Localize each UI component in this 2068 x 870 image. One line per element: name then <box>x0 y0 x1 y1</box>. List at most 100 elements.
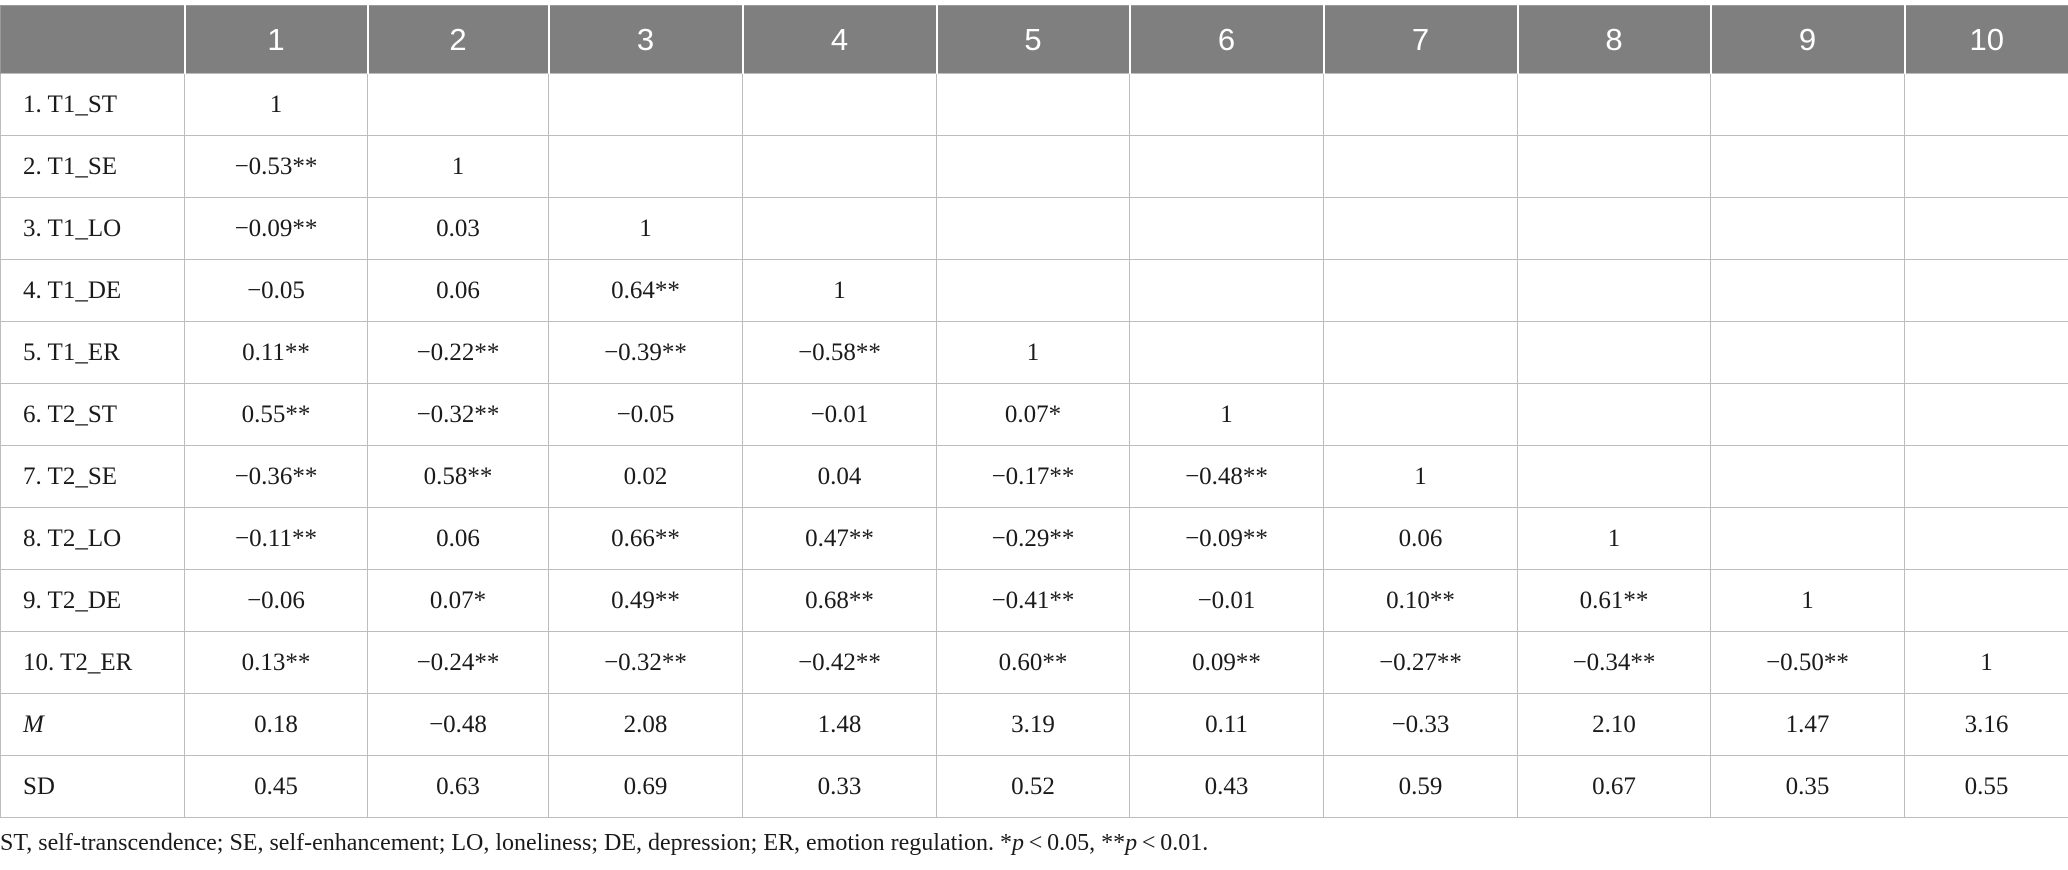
row-label: 1. T1_ST <box>0 73 185 136</box>
cell-value: 0.06 <box>436 524 480 552</box>
table-body: 1. T1_ST 1 2. T1_SE −0.53** 1 3. T1_LO −0.09**… <box>0 73 2068 818</box>
cell-value: 0.45 <box>254 772 298 800</box>
cell-value: −0.24** <box>416 648 500 676</box>
cell-value: −0.27** <box>1379 648 1462 676</box>
cell-value: −0.11** <box>235 524 317 552</box>
table-cell <box>1323 259 1518 322</box>
header-cell-4: 4 <box>741 5 938 74</box>
cell-value: 0.64** <box>611 276 680 304</box>
footnote-sig1-rest: < 0.05, <box>1023 830 1102 856</box>
table-cell <box>936 135 1130 198</box>
table-cell: −0.05 <box>548 383 743 446</box>
table-cell <box>1710 73 1905 136</box>
table-cell <box>1517 321 1711 384</box>
table-row: 1. T1_ST 1 <box>0 73 2068 136</box>
row-label: 6. T2_ST <box>0 383 185 446</box>
table-header: 1 2 3 4 5 6 7 8 9 10 <box>0 5 2068 74</box>
cell-value: −0.09** <box>234 214 318 242</box>
table-cell <box>1904 383 2068 446</box>
cell-value: −0.53** <box>234 152 318 180</box>
table-cell: −0.36** <box>184 445 368 508</box>
table-row: 9. T2_DE −0.06 0.07* 0.49** 0.68** −0.41** −0.… <box>0 569 2068 632</box>
cell-value: −0.33 <box>1391 710 1450 738</box>
table-cell <box>936 259 1130 322</box>
table-cell: −0.39** <box>548 321 743 384</box>
table-cell: 1 <box>184 73 368 136</box>
cell-value: −0.39** <box>604 338 687 366</box>
table-cell: 0.35 <box>1710 755 1905 818</box>
table-cell <box>1323 383 1518 446</box>
table-cell <box>936 73 1130 136</box>
table-cell <box>1710 321 1905 384</box>
table-cell <box>1710 383 1905 446</box>
cell-value: 0.02 <box>623 462 668 490</box>
cell-value: −0.01 <box>1197 586 1256 614</box>
cell-value: −0.41** <box>991 586 1075 614</box>
table-cell: −0.06 <box>184 569 368 632</box>
cell-value: −0.09** <box>1185 524 1268 552</box>
table-cell: 0.06 <box>1323 507 1518 570</box>
table-cell: −0.05 <box>184 259 368 322</box>
cell-value: −0.48** <box>1185 462 1268 490</box>
table-row: 7. T2_SE −0.36** 0.58** 0.02 0.04 −0.17** −0.4… <box>0 445 2068 508</box>
table-cell: 3.19 <box>936 693 1130 756</box>
table-cell <box>367 73 549 136</box>
row-label: 2. T1_SE <box>0 135 185 198</box>
cell-value: 0.58** <box>423 462 493 490</box>
table-cell: −0.58** <box>742 321 937 384</box>
table-cell: 1 <box>1323 445 1518 508</box>
table-cell: 1 <box>548 197 743 260</box>
cell-value: −0.32** <box>604 648 687 676</box>
table-cell: −0.09** <box>1129 507 1324 570</box>
table-cell: 0.60** <box>936 631 1130 694</box>
cell-value: −0.58** <box>798 338 881 366</box>
table-cell: 0.07* <box>367 569 549 632</box>
table-cell: 0.55 <box>1904 755 2068 818</box>
footnote-sig2-star: ** <box>1101 830 1126 856</box>
cell-value: 3.19 <box>1011 710 1055 738</box>
table-cell: 0.69 <box>548 755 743 818</box>
table-cell <box>936 197 1130 260</box>
cell-value: 0.18 <box>254 710 298 738</box>
table-cell: 0.68** <box>742 569 937 632</box>
table-row: 8. T2_LO −0.11** 0.06 0.66** 0.47** −0.29** −0… <box>0 507 2068 570</box>
cell-value: −0.50** <box>1766 648 1849 676</box>
cell-value: −0.06 <box>247 586 305 614</box>
cell-value: −0.48 <box>429 710 487 738</box>
cell-value: 1 <box>1414 462 1427 490</box>
table-cell <box>742 73 937 136</box>
cell-value: 1 <box>1801 586 1814 614</box>
table-cell <box>1904 259 2068 322</box>
cell-value: −0.22** <box>416 338 500 366</box>
table-row: SD 0.45 0.63 0.69 0.33 0.52 0.43 0.59 0.67 0.35 0.… <box>0 755 2068 818</box>
cell-value: −0.42** <box>798 648 881 676</box>
table-cell <box>1323 135 1518 198</box>
cell-value: 0.04 <box>817 462 862 490</box>
table-cell: 0.11** <box>184 321 368 384</box>
table-cell: 1 <box>1129 383 1324 446</box>
row-label: M <box>0 693 185 756</box>
table-cell: 0.03 <box>367 197 549 260</box>
table-cell: 1.48 <box>742 693 937 756</box>
table-cell <box>1904 445 2068 508</box>
table-cell: −0.50** <box>1710 631 1905 694</box>
header-cell-2: 2 <box>366 5 550 74</box>
table-cell <box>1904 73 2068 136</box>
row-label: SD <box>0 755 185 818</box>
cell-value: 0.66** <box>611 524 680 552</box>
footnote-sig2-p: p <box>1125 830 1138 856</box>
cell-value: 0.10** <box>1386 586 1455 614</box>
table-cell: 0.66** <box>548 507 743 570</box>
cell-value: 0.11** <box>242 338 310 366</box>
table-row: 6. T2_ST 0.55** −0.32** −0.05 −0.01 0.07* 1 <box>0 383 2068 446</box>
table-cell: 0.13** <box>184 631 368 694</box>
cell-value: 0.06 <box>436 276 480 304</box>
table-cell: −0.27** <box>1323 631 1518 694</box>
table-cell <box>1904 321 2068 384</box>
cell-value: 0.55 <box>1964 772 2009 800</box>
table-cell: −0.34** <box>1517 631 1711 694</box>
table-cell <box>1129 197 1324 260</box>
cell-value: 0.61** <box>1579 586 1649 614</box>
table-cell: 2.08 <box>548 693 743 756</box>
cell-value: 0.60** <box>998 648 1068 676</box>
